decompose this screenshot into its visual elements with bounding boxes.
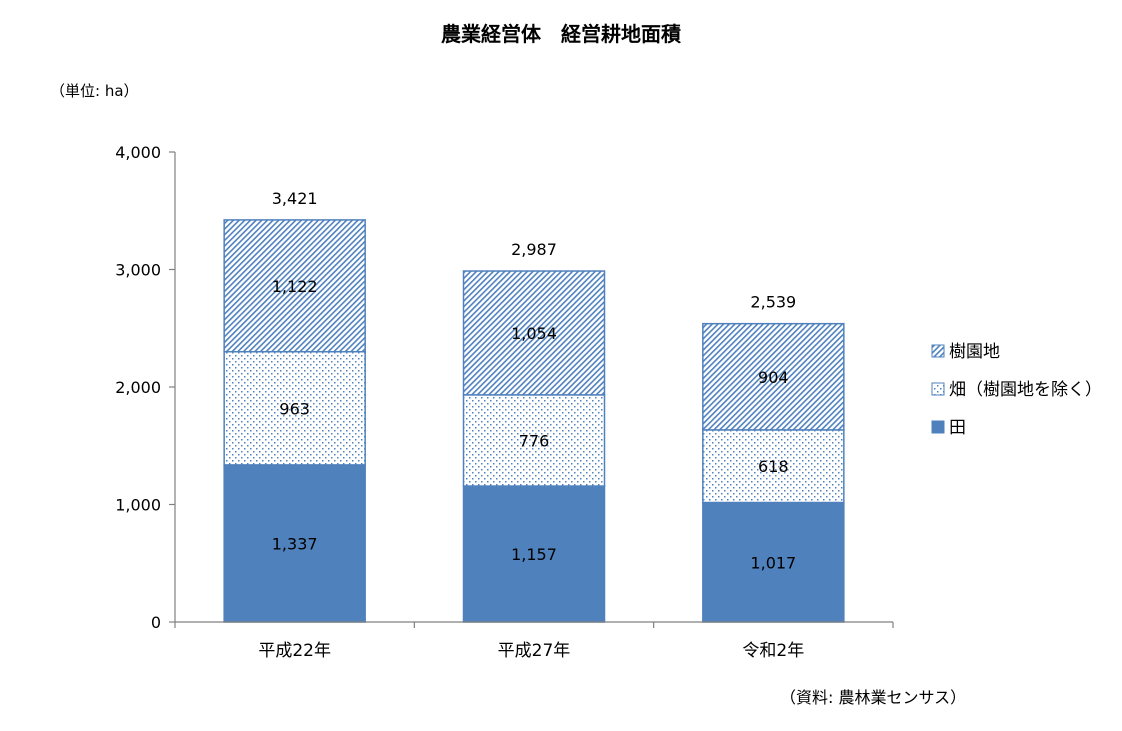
- y-tick-label: 2,000: [115, 378, 161, 397]
- total-label: 3,421: [272, 189, 318, 208]
- legend-swatch: [931, 382, 945, 396]
- bar-segment: [462, 270, 606, 396]
- bar-segment: [702, 501, 845, 623]
- bar-segment: [223, 219, 366, 353]
- legend-label: 田: [949, 418, 966, 438]
- legend-label: 樹園地: [949, 342, 1000, 362]
- data-label: 1,054: [511, 324, 557, 343]
- x-tick-label: 令和2年: [742, 641, 804, 661]
- y-tick-label: 1,000: [115, 496, 161, 515]
- y-tick-label: 0: [151, 613, 161, 632]
- data-label: 1,122: [272, 277, 318, 296]
- data-label: 1,337: [272, 534, 318, 553]
- x-tick-label: 平成27年: [498, 641, 571, 661]
- unit-label: （単位: ha）: [50, 82, 139, 100]
- legend-swatch: [931, 420, 945, 434]
- legend-label: 畑（樹園地を除く）: [949, 380, 1102, 400]
- bar-segment: [223, 351, 366, 466]
- y-tick-label: 4,000: [115, 143, 161, 162]
- bar-segment: [223, 464, 366, 623]
- total-label: 2,539: [750, 293, 796, 312]
- data-label: 963: [279, 399, 310, 418]
- total-label: 2,987: [511, 240, 557, 259]
- bar-segment: [462, 394, 606, 487]
- data-label: 904: [758, 368, 789, 387]
- legend-swatch: [931, 344, 945, 358]
- data-label: 776: [519, 431, 550, 450]
- chart-title: 農業経営体 経営耕地面積: [441, 22, 681, 46]
- data-label: 1,017: [750, 553, 796, 572]
- x-tick-label: 平成22年: [258, 641, 331, 661]
- source-note: （資料: 農林業センサス）: [780, 688, 967, 707]
- bar-segment: [702, 322, 845, 431]
- y-tick-label: 3,000: [115, 261, 161, 280]
- data-label: 618: [758, 457, 789, 476]
- data-label: 1,157: [511, 545, 557, 564]
